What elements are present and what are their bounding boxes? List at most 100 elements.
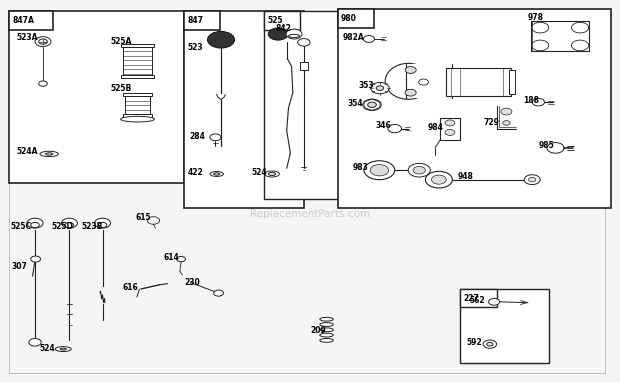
Circle shape <box>38 39 47 44</box>
Circle shape <box>408 163 430 177</box>
Circle shape <box>363 36 374 42</box>
Text: 592: 592 <box>466 338 482 347</box>
Text: 284: 284 <box>189 132 205 141</box>
Bar <box>300 62 308 70</box>
Circle shape <box>425 172 453 188</box>
Bar <box>9 11 53 29</box>
Circle shape <box>208 31 234 48</box>
Circle shape <box>489 298 500 305</box>
Circle shape <box>432 175 446 184</box>
Circle shape <box>405 89 416 96</box>
Bar <box>121 74 154 78</box>
Text: 525B: 525B <box>110 84 132 93</box>
Circle shape <box>370 165 389 176</box>
Text: 948: 948 <box>458 172 473 181</box>
Text: 978: 978 <box>528 13 544 21</box>
Circle shape <box>483 340 497 348</box>
Circle shape <box>31 256 40 262</box>
Bar <box>121 44 154 47</box>
Circle shape <box>210 134 221 141</box>
Bar <box>509 70 515 94</box>
Text: 525C: 525C <box>11 222 32 231</box>
Text: 847A: 847A <box>12 16 34 25</box>
Text: 562: 562 <box>469 296 485 305</box>
Text: 523: 523 <box>187 43 203 52</box>
Circle shape <box>531 22 549 33</box>
Bar <box>406 64 453 98</box>
Circle shape <box>572 22 588 33</box>
Circle shape <box>413 167 425 174</box>
Text: 230: 230 <box>184 278 200 287</box>
Text: 422: 422 <box>187 168 203 177</box>
Circle shape <box>29 338 41 346</box>
Circle shape <box>388 125 402 133</box>
Circle shape <box>61 218 78 228</box>
Text: ReplacementParts.com: ReplacementParts.com <box>250 209 370 219</box>
Bar <box>461 289 497 308</box>
Circle shape <box>95 218 110 228</box>
Text: 984: 984 <box>428 123 444 132</box>
Bar <box>123 93 153 96</box>
Ellipse shape <box>214 173 219 175</box>
Text: 983: 983 <box>353 163 369 172</box>
Text: 307: 307 <box>11 262 27 271</box>
Circle shape <box>371 83 389 94</box>
Text: 729: 729 <box>484 118 500 128</box>
Text: 847: 847 <box>187 16 203 25</box>
Circle shape <box>286 29 302 39</box>
Circle shape <box>547 142 564 153</box>
Circle shape <box>503 121 510 125</box>
Ellipse shape <box>265 171 279 177</box>
Circle shape <box>532 98 544 106</box>
Bar <box>461 289 549 363</box>
Ellipse shape <box>320 328 334 332</box>
Circle shape <box>98 222 107 228</box>
Circle shape <box>268 28 288 40</box>
Ellipse shape <box>320 323 334 326</box>
Circle shape <box>31 222 39 228</box>
Ellipse shape <box>45 153 53 155</box>
Circle shape <box>35 37 51 47</box>
Text: 525D: 525D <box>51 222 73 231</box>
Ellipse shape <box>121 116 154 122</box>
Text: 524A: 524A <box>17 147 38 156</box>
Circle shape <box>364 161 395 180</box>
Circle shape <box>531 40 549 51</box>
Circle shape <box>405 66 416 73</box>
Circle shape <box>38 81 47 86</box>
Ellipse shape <box>210 172 223 176</box>
Circle shape <box>525 175 540 185</box>
Circle shape <box>572 40 588 51</box>
Text: 188: 188 <box>524 96 539 105</box>
Circle shape <box>528 177 536 182</box>
Text: 982A: 982A <box>342 33 365 42</box>
Text: 353: 353 <box>358 81 374 90</box>
Bar <box>184 11 220 29</box>
Text: 523A: 523A <box>17 33 38 42</box>
Ellipse shape <box>320 338 334 342</box>
Text: 524: 524 <box>40 344 56 353</box>
Text: 227: 227 <box>463 294 479 303</box>
Bar <box>338 10 611 208</box>
Circle shape <box>368 102 376 107</box>
Bar <box>123 47 153 78</box>
Circle shape <box>445 129 455 135</box>
Circle shape <box>214 290 223 296</box>
Text: 615: 615 <box>135 213 151 222</box>
Text: 209: 209 <box>310 327 326 335</box>
Circle shape <box>376 86 384 91</box>
Ellipse shape <box>268 172 276 175</box>
Circle shape <box>177 256 185 262</box>
Text: 524: 524 <box>252 168 267 177</box>
Circle shape <box>27 218 43 228</box>
Text: 614: 614 <box>164 253 180 262</box>
Bar <box>264 11 338 199</box>
Bar <box>338 10 374 28</box>
Ellipse shape <box>60 348 66 350</box>
Text: 354: 354 <box>347 99 363 108</box>
Text: 980: 980 <box>341 14 356 23</box>
Text: 616: 616 <box>123 283 138 292</box>
Circle shape <box>418 79 428 85</box>
Text: 523B: 523B <box>82 222 103 231</box>
Text: 842: 842 <box>275 24 291 33</box>
